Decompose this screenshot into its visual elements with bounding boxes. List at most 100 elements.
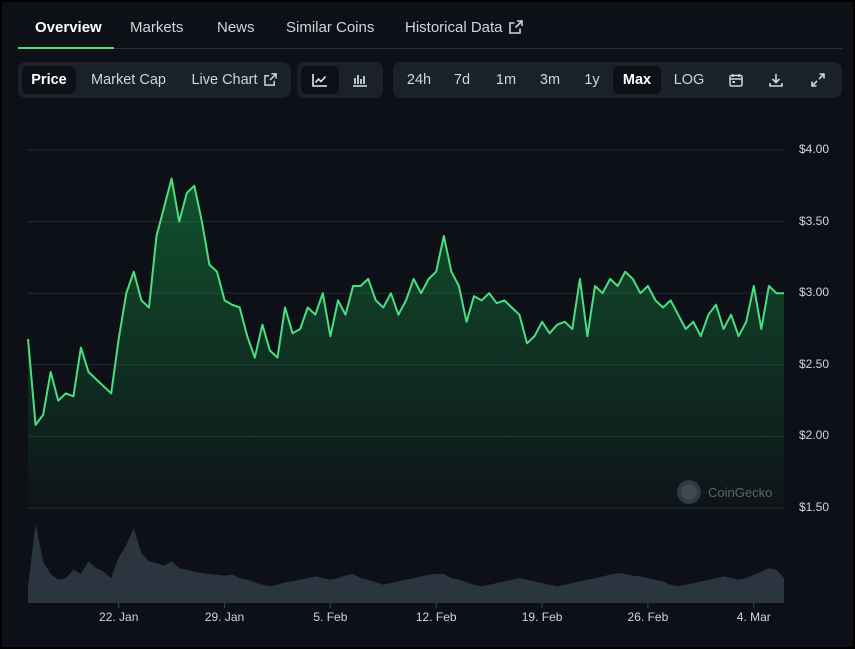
price-point	[108, 390, 114, 396]
price-point	[229, 302, 235, 308]
price-point	[758, 326, 764, 332]
price-line	[27, 177, 784, 426]
price-point	[448, 269, 454, 275]
price-point	[138, 297, 144, 303]
price-point	[441, 233, 447, 239]
price-point	[161, 204, 167, 210]
price-point	[290, 330, 296, 336]
x-tick-label: 12. Feb	[415, 610, 457, 624]
price-point	[335, 297, 341, 303]
volume-area	[28, 524, 784, 603]
price-point	[403, 297, 409, 303]
price-point	[297, 326, 303, 332]
x-tick-label: 19. Feb	[521, 610, 563, 624]
price-point	[622, 269, 628, 275]
price-point	[252, 355, 258, 361]
price-point	[395, 312, 401, 318]
price-area-fill	[28, 178, 784, 508]
live-chart-label: Live Chart	[191, 72, 258, 88]
price-point	[532, 333, 538, 339]
price-point	[70, 393, 76, 399]
price-point	[486, 290, 492, 296]
price-point	[131, 269, 137, 275]
calendar-icon[interactable]	[721, 66, 751, 94]
candlestick-chart-icon[interactable]	[341, 66, 379, 94]
price-point	[373, 297, 379, 303]
line-chart-icon[interactable]	[301, 66, 339, 94]
tab-historical-data-label: Historical Data	[405, 19, 503, 36]
price-point	[222, 297, 228, 303]
tab-overview[interactable]: Overview	[35, 19, 102, 36]
price-point	[93, 376, 99, 382]
price-point	[751, 283, 757, 289]
price-point	[569, 326, 575, 332]
price-point	[464, 319, 470, 325]
price-point	[426, 276, 432, 282]
download-icon[interactable]	[761, 66, 791, 94]
x-tick-label: 29. Jan	[204, 610, 245, 624]
price-point	[743, 319, 749, 325]
price-point	[698, 333, 704, 339]
range-1m-button[interactable]: 1m	[495, 72, 517, 88]
y-tick-label: $2.00	[799, 428, 830, 443]
price-point	[471, 293, 477, 299]
price-point	[547, 330, 553, 336]
price-point	[494, 300, 500, 306]
range-24h-button[interactable]: 24h	[406, 72, 432, 88]
coingecko-watermark: CoinGecko	[676, 479, 772, 505]
price-point	[411, 276, 417, 282]
price-tab[interactable]: Price	[22, 66, 76, 94]
price-point	[418, 290, 424, 296]
price-point	[305, 305, 311, 311]
tab-markets[interactable]: Markets	[130, 19, 184, 36]
active-tab-indicator	[18, 47, 114, 49]
price-point	[509, 305, 515, 311]
range-7d-button[interactable]: 7d	[453, 72, 471, 88]
tab-historical-data[interactable]: Historical Data	[405, 8, 523, 48]
price-point	[214, 269, 220, 275]
tab-news[interactable]: News	[217, 19, 255, 36]
tab-similar-coins[interactable]: Similar Coins	[286, 19, 375, 36]
price-point	[660, 305, 666, 311]
price-point	[728, 312, 734, 318]
y-tick-label: $1.50	[799, 500, 830, 514]
range-max-button[interactable]: Max	[613, 66, 661, 94]
y-tick-label: $3.50	[799, 213, 830, 228]
price-point	[199, 219, 205, 225]
price-point	[433, 269, 439, 275]
range-3m-button[interactable]: 3m	[539, 72, 561, 88]
log-scale-toggle[interactable]: LOG	[673, 72, 705, 88]
price-point	[766, 283, 772, 289]
price-point	[116, 336, 122, 342]
price-point	[637, 290, 643, 296]
price-point	[275, 355, 281, 361]
x-tick-label: 5. Feb	[313, 610, 348, 624]
price-point	[33, 422, 39, 428]
price-point	[630, 276, 636, 282]
coingecko-logo-icon	[677, 480, 701, 504]
x-tick-label: 4. Mar	[736, 610, 771, 624]
price-point	[600, 290, 606, 296]
market-cap-tab[interactable]: Market Cap	[91, 72, 166, 88]
price-point	[123, 290, 129, 296]
price-point	[48, 369, 54, 375]
live-chart-tab[interactable]: Live Chart	[181, 66, 287, 94]
price-point	[668, 297, 674, 303]
external-link-icon	[508, 20, 523, 34]
price-point	[501, 297, 507, 303]
price-point	[40, 412, 46, 418]
price-point	[705, 312, 711, 318]
y-tick-label: $3.00	[799, 285, 830, 300]
price-point	[320, 290, 326, 296]
range-1y-button[interactable]: 1y	[584, 72, 600, 88]
expand-icon[interactable]	[803, 66, 833, 94]
price-point	[773, 290, 779, 296]
price-point	[176, 219, 182, 225]
price-point	[615, 283, 621, 289]
price-point	[146, 305, 152, 311]
price-point	[25, 336, 31, 342]
x-tick-label: 22. Jan	[99, 610, 139, 624]
price-point	[86, 369, 92, 375]
